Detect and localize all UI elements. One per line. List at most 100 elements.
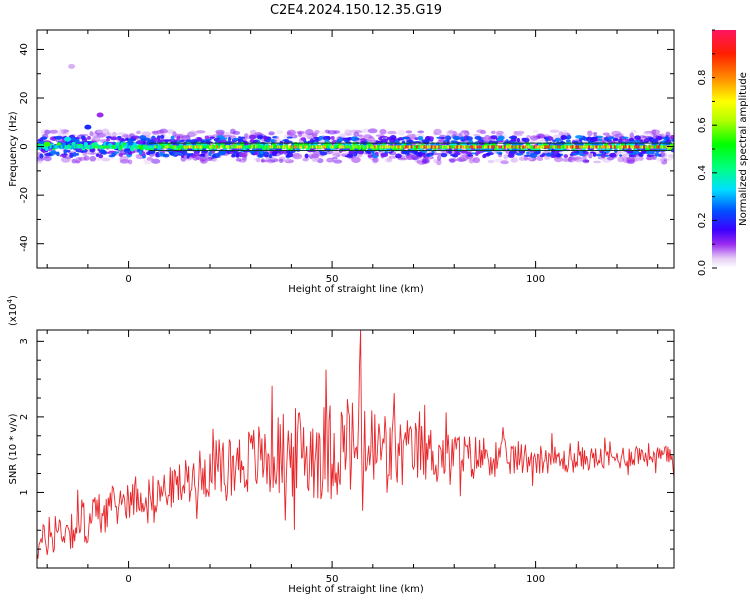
heatmap-track-cell [80, 145, 83, 149]
heatmap-track-cell [148, 145, 151, 149]
heatmap-band-cell [238, 152, 247, 157]
heatmap-halo-cell [617, 156, 625, 163]
heatmap-halo-cell [344, 132, 353, 137]
heatmap-track-cell [220, 145, 222, 149]
heatmap-track-cell [209, 145, 211, 149]
spectrogram-xlabel: Height of straight line (km) [288, 284, 424, 295]
heatmap-halo-cell [417, 130, 425, 134]
heatmap-track-cell [99, 145, 101, 149]
heatmap-track-cell [302, 145, 305, 149]
heatmap-band-cell [319, 151, 328, 156]
heatmap-track-cell [397, 145, 400, 149]
heatmap-band-cell [367, 151, 372, 155]
x-tick-label: 50 [326, 574, 339, 585]
snr-multiplier: (x104) [6, 295, 19, 326]
heatmap-track-cell [298, 145, 301, 149]
heatmap-band-cell [554, 137, 562, 142]
heatmap-band-cell [598, 138, 603, 142]
heatmap-track-cell [471, 145, 473, 149]
heatmap-track-cell [566, 145, 568, 149]
heatmap-track-cell [518, 145, 521, 149]
heatmap-track-cell [253, 145, 255, 149]
heatmap-band-cell [158, 152, 164, 157]
heatmap-band-cell [42, 150, 46, 154]
heatmap-track-cell [135, 145, 138, 149]
heatmap-track-cell [198, 145, 200, 149]
heatmap-halo-cell [397, 129, 406, 136]
heatmap-halo-cell [379, 128, 387, 135]
heatmap-track-cell [265, 145, 268, 149]
heatmap-band-cell [44, 152, 53, 157]
heatmap-band-cell [541, 152, 546, 156]
heatmap-track-cell [258, 145, 261, 149]
heatmap-band-cell [474, 151, 479, 156]
heatmap-track-cell [88, 145, 90, 149]
heatmap-track-cell [348, 145, 350, 149]
heatmap-track-cell [225, 145, 228, 149]
heatmap-track-cell [167, 145, 169, 149]
heatmap-track-cell [447, 145, 449, 149]
heatmap-track-cell [602, 145, 605, 149]
heatmap-band-cell [264, 155, 269, 158]
heatmap-peak-point [64, 136, 72, 142]
heatmap-track-cell [465, 145, 468, 149]
heatmap-band-cell [56, 151, 60, 157]
heatmap-track-cell [542, 145, 545, 149]
heatmap-track-cell [51, 145, 54, 149]
heatmap-band-cell [286, 152, 294, 158]
heatmap-band-cell [634, 135, 641, 140]
heatmap-track-cell [489, 145, 492, 149]
heatmap-track-cell [44, 145, 46, 149]
heatmap-track-cell [635, 145, 638, 149]
heatmap-track-cell [406, 145, 409, 149]
heatmap-track-cell [487, 145, 490, 149]
heatmap-track-cell [245, 145, 248, 149]
heatmap-track-cell [601, 145, 603, 149]
heatmap-track-cell [201, 145, 204, 149]
heatmap-halo-cell [305, 129, 314, 136]
heatmap-halo-cell [314, 129, 320, 134]
heatmap-track-cell [243, 145, 246, 149]
heatmap-band-cell [621, 136, 629, 139]
heatmap-halo-cell [75, 160, 81, 164]
heatmap-track-cell [403, 145, 405, 149]
heatmap-track-cell [652, 145, 655, 149]
heatmap-track-cell [66, 145, 68, 149]
heatmap-halo-cell [387, 130, 397, 135]
heatmap-halo-cell [43, 155, 52, 162]
snr-series-line [37, 330, 674, 559]
heatmap-track-cell [654, 145, 656, 149]
colorbar-tick-label: 0.2 [697, 212, 708, 228]
heatmap-track-cell [412, 145, 415, 149]
heatmap-band-cell [586, 137, 590, 141]
heatmap-band-cell [270, 138, 276, 142]
heatmap-track-cell [575, 145, 578, 149]
heatmap-band-cell [414, 137, 419, 141]
heatmap-track-cell [438, 145, 440, 149]
heatmap-track-cell [172, 145, 175, 149]
heatmap-track-cell [394, 145, 396, 149]
heatmap-track-cell [145, 145, 147, 149]
heatmap-band-cell [268, 153, 273, 159]
heatmap-halo-cell [583, 140, 589, 144]
heatmap-track-cell [311, 145, 314, 149]
heatmap-track-cell [130, 145, 133, 149]
heatmap-track-cell [386, 145, 389, 149]
heatmap-track-cell [540, 145, 543, 149]
heatmap-band-cell [509, 150, 517, 155]
heatmap-track-cell [185, 145, 187, 149]
heatmap-band-cell [179, 139, 185, 143]
heatmap-track-cell [425, 145, 427, 149]
heatmap-track-cell [527, 145, 530, 149]
heatmap-track-cell [452, 145, 455, 149]
heatmap-band-cell [656, 136, 663, 141]
heatmap-band-cell [73, 152, 77, 157]
heatmap-band-cell [367, 154, 373, 158]
heatmap-track-cell [385, 145, 387, 149]
heatmap-track-cell [102, 145, 105, 149]
heatmap-track-cell [524, 145, 526, 149]
heatmap-track-cell [372, 145, 374, 149]
heatmap-track-cell [330, 145, 332, 149]
heatmap-band-cell [607, 136, 615, 140]
heatmap-track-cell [165, 145, 167, 149]
